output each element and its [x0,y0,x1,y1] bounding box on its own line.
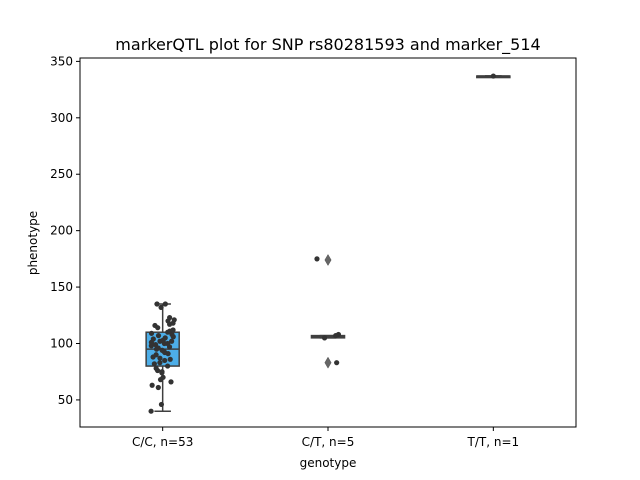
data-point [162,335,168,341]
data-point [167,314,173,321]
plot-frame [79,57,577,428]
x-axis: C/C, n=53 C/T, n=5 T/T, n=1 [132,427,519,449]
data-point [153,365,159,371]
data-point [150,336,156,342]
x-axis-label: genotype [300,456,357,470]
y-tick-label: 250 [50,167,73,181]
data-point [169,338,175,344]
outlier-marker [324,253,332,266]
outlier-marker [324,356,332,369]
data-point [155,332,162,339]
y-tick-label: 300 [50,111,73,125]
data-point [151,361,157,367]
data-point [334,360,340,366]
data-point [333,332,339,339]
data-point [167,356,173,362]
data-point [164,340,171,347]
data-point [159,347,165,353]
data-point [170,327,176,333]
data-point [158,304,164,310]
data-point [162,357,168,364]
data-point [165,363,171,369]
data-point [154,301,160,307]
data-point [152,322,158,329]
data-point [490,73,496,79]
data-point [168,379,174,385]
y-tick-label: 50 [58,393,73,407]
data-point [148,330,155,336]
y-tick-label: 150 [50,280,73,294]
data-point [321,335,328,341]
plot-area [145,73,511,414]
data-point [160,374,166,380]
y-tick-label: 200 [50,224,73,238]
data-point [314,256,320,262]
data-point [155,384,161,391]
y-tick-label: 350 [50,54,73,68]
y-axis-label: phenotype [26,211,40,275]
data-point [171,317,177,323]
y-tick-label: 100 [50,336,73,350]
data-point [158,401,165,408]
x-tick-label: C/T, n=5 [302,435,355,449]
data-point [162,301,168,307]
data-point [149,382,155,388]
chart-title: markerQTL plot for SNP rs80281593 and ma… [115,35,540,55]
data-point [153,352,159,358]
data-point [152,342,159,348]
data-point [157,360,163,366]
data-point [159,369,165,375]
data-point [157,355,163,361]
x-tick-label: T/T, n=1 [467,435,520,449]
y-axis: 50 100 150 200 250 300 350 [50,54,80,407]
x-tick-label: C/C, n=53 [132,435,193,449]
data-point [148,408,154,414]
